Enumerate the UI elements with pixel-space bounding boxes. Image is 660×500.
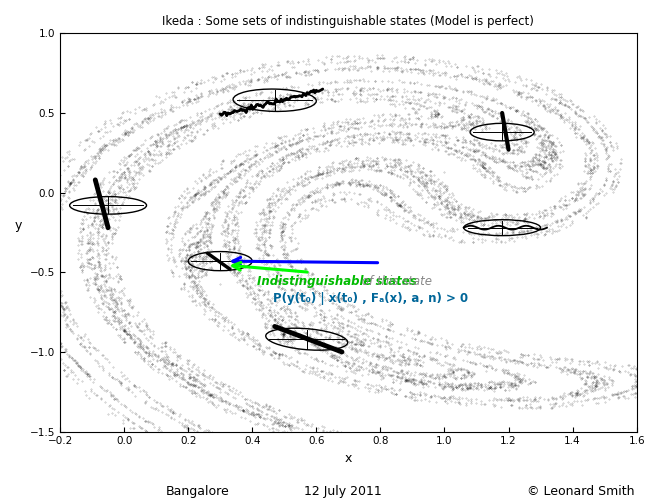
Title: Ikeda : Some sets of indistinguishable states (Model is perfect): Ikeda : Some sets of indistinguishable s… [162,15,535,28]
Text: Indistinguishable states: Indistinguishable states [257,276,417,288]
Text: P(y(t₀) | x(t₀) , Fₐ(x), a, n) > 0: P(y(t₀) | x(t₀) , Fₐ(x), a, n) > 0 [273,292,468,305]
Y-axis label: y: y [15,220,22,232]
Text: © Leonard Smith: © Leonard Smith [527,485,634,498]
X-axis label: x: x [345,452,352,465]
Text: Bangalore: Bangalore [166,485,230,498]
Text: 12 July 2011: 12 July 2011 [304,485,382,498]
Text: of this state: of this state [358,276,432,288]
